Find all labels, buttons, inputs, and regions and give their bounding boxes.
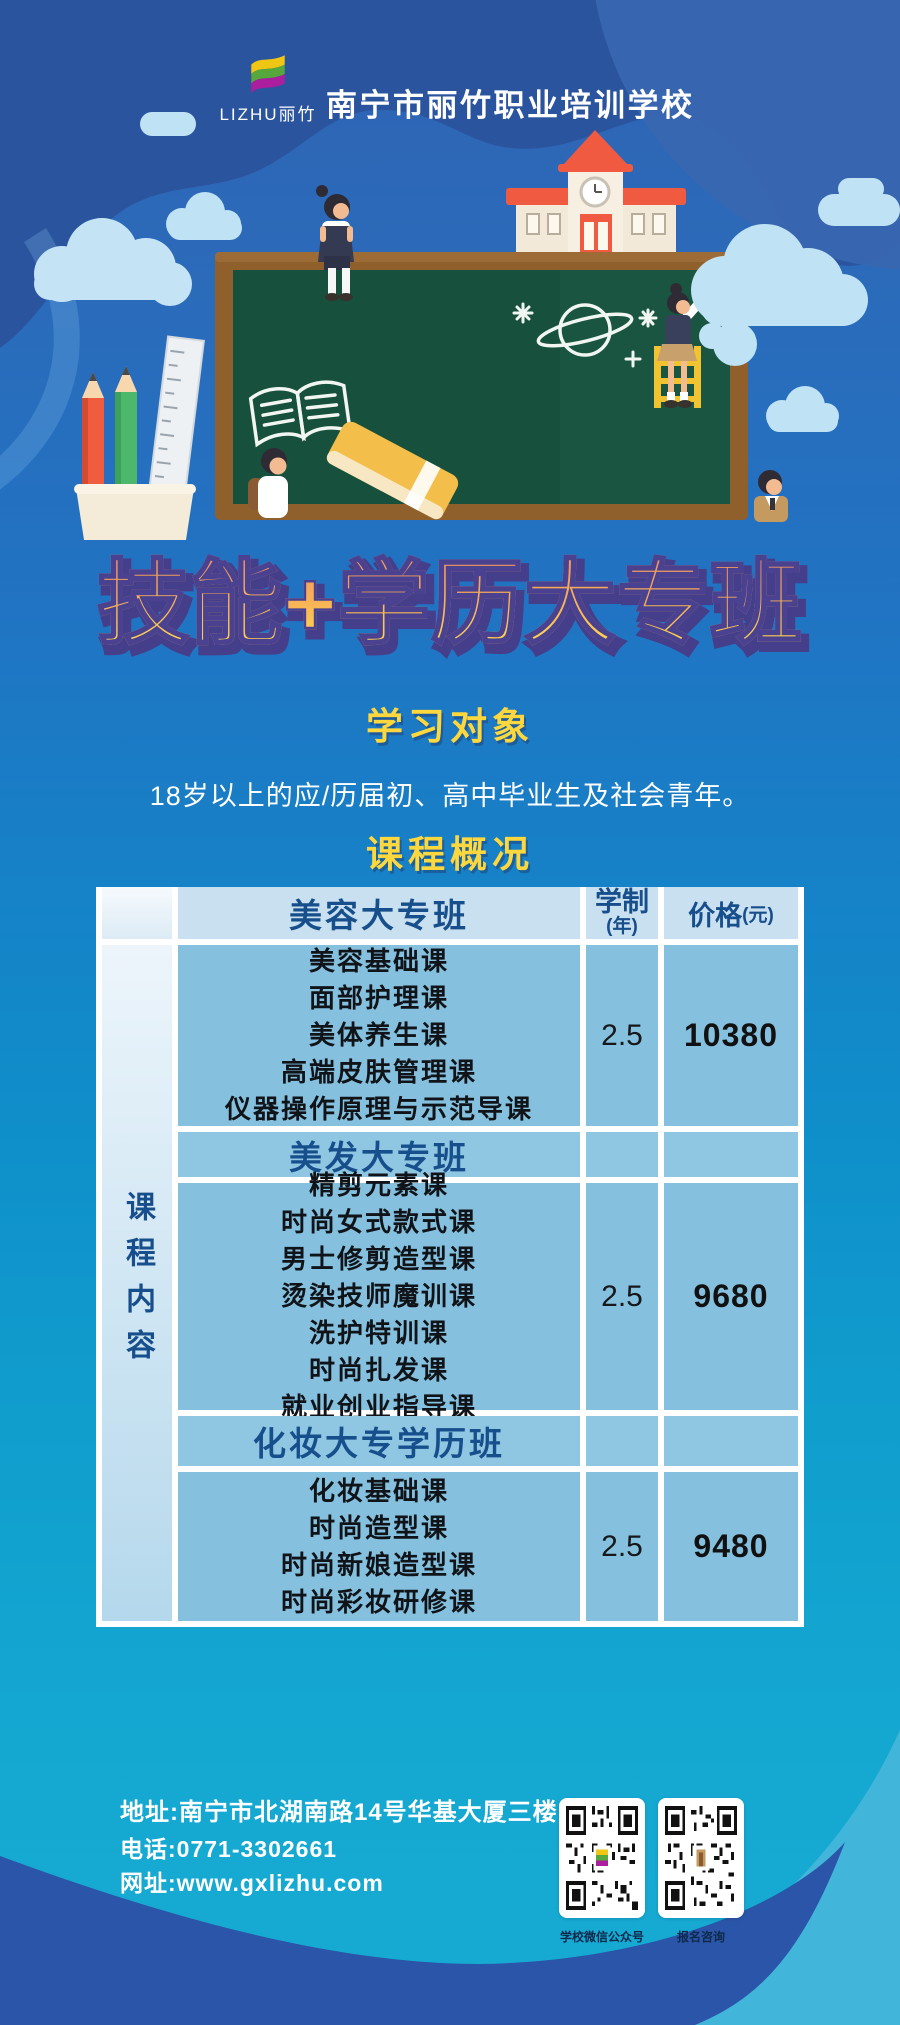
beauty-course-list: 美容基础课面部护理课美体养生课高端皮肤管理课仪器操作原理与示范导课 — [178, 945, 580, 1126]
course-line: 男士修剪造型课 — [280, 1244, 477, 1274]
empty-cell — [586, 1416, 658, 1466]
program-header-makeup: 化妆大专学历班 — [178, 1416, 580, 1466]
cloud-left-small-rect — [140, 112, 196, 136]
lizhu-flag-icon — [251, 55, 285, 93]
course-table: 美容大专班 学制 (年) 价格 (元) 课程内容 美容基础课面部护理课美体养生课… — [96, 887, 804, 1627]
student-ladder-girl — [654, 283, 708, 408]
main-title-shadow: 技能+学历大专班 — [5, 555, 900, 667]
clock-hands — [594, 184, 602, 193]
chalk-eraser — [326, 421, 459, 520]
main-title-text: 技能+学历大专班 — [0, 548, 900, 660]
course-line: 洗护特训课 — [308, 1318, 449, 1348]
qr-code-wechat — [559, 1798, 645, 1918]
empty-cell — [664, 1416, 798, 1466]
red-pencil — [82, 372, 104, 502]
course-line: 时尚新娘造型课 — [280, 1549, 477, 1580]
tower-roof — [562, 130, 629, 166]
cloud-right-big — [691, 224, 868, 366]
empty-cell — [586, 1132, 658, 1177]
qr-pattern-signup-icon — [665, 1806, 737, 1910]
chalk-open-book — [248, 380, 353, 448]
school-name: 南宁市丽竹职业培训学校 — [326, 88, 695, 123]
yellow-ladder — [654, 346, 701, 408]
program-header-hair: 美发大专班 — [178, 1132, 580, 1177]
cloud-left-big — [34, 218, 192, 306]
student-small-boy — [754, 470, 788, 522]
qr-pattern-wechat-icon — [566, 1806, 638, 1910]
cloud-left-puffy-small — [166, 192, 242, 240]
audience-text: 18岁以上的应/历届初、高中毕业生及社会青年。 — [149, 781, 751, 811]
course-line: 时尚女式款式课 — [280, 1207, 477, 1237]
bottom-light-cyan-wedge — [560, 1730, 900, 2025]
course-line: 时尚扎发课 — [308, 1355, 449, 1385]
table-corner-cell — [102, 887, 172, 939]
makeup-price: 9480 — [664, 1472, 798, 1621]
duration-column-header: 学制 (年) — [586, 887, 658, 939]
student-backpack-kid — [248, 448, 288, 518]
course-line: 烫染技师魔训课 — [280, 1281, 477, 1311]
school-building — [506, 130, 686, 254]
course-line: 化妆基础课 — [308, 1475, 449, 1506]
course-line: 精剪元素课 — [308, 1170, 449, 1200]
makeup-course-list: 化妆基础课时尚造型课时尚新娘造型课 时尚彩妆研修课 — [178, 1472, 580, 1621]
footer-address: 地址:南宁市北湖南路14号华基大厦三楼 — [120, 1799, 558, 1826]
hair-price: 9680 — [664, 1183, 798, 1410]
hair-duration: 2.5 — [586, 1183, 658, 1410]
pencil-cup — [76, 488, 194, 540]
board-frame-top-light — [215, 252, 748, 262]
building-windows — [526, 213, 666, 235]
qr-label-wechat: 学校微信公众号 — [559, 1930, 644, 1944]
cloud-right-small — [766, 386, 839, 432]
audience-heading: 学习对象 — [366, 706, 534, 747]
course-line: 高端皮肤管理课 — [280, 1057, 477, 1087]
student-sitting-girl — [316, 185, 354, 301]
side-label-course-content: 课程内容 — [102, 945, 172, 1621]
empty-cell — [664, 1132, 798, 1177]
footer-website: 网址:www.gxlizhu.com — [120, 1870, 384, 1896]
cloud-right-rect — [818, 178, 900, 226]
beauty-price: 10380 — [664, 945, 798, 1126]
qr-label-signup: 报名咨询 — [676, 1930, 725, 1944]
course-line: 仪器操作原理与示范导课 — [224, 1094, 533, 1124]
chalk-sparkles — [512, 302, 658, 368]
overview-heading: 课程概况 — [366, 834, 534, 875]
green-pencil — [115, 366, 137, 504]
makeup-duration: 2.5 — [586, 1472, 658, 1621]
qr-code-signup — [658, 1798, 744, 1918]
classroom-illustration — [34, 112, 900, 540]
beauty-duration: 2.5 — [586, 945, 658, 1126]
footer-phone: 电话:0771-3302661 — [120, 1836, 338, 1862]
course-line: 美容基础课 — [308, 946, 449, 976]
main-title: 技能+学历大专班 技能+学历大专班 — [0, 548, 900, 672]
course-line: 时尚彩妆研修课 — [280, 1586, 477, 1617]
chalk-planet — [536, 303, 634, 357]
course-line: 面部护理课 — [308, 983, 449, 1013]
logo-text: LIZHU丽竹 — [219, 105, 317, 124]
logo-block: LIZHU丽竹 — [188, 50, 348, 125]
bottom-dark-wave — [0, 1842, 845, 2025]
program-header-beauty: 美容大专班 — [178, 887, 580, 939]
pencil-cup-group — [74, 335, 205, 540]
course-line: 时尚造型课 — [308, 1512, 449, 1543]
price-column-header: 价格 (元) — [664, 887, 798, 939]
ruler — [146, 335, 205, 509]
hair-course-list: 精剪元素课 时尚女式款式课 男士修剪造型课 烫染技师魔训课 洗护特训课 时尚扎发课 就业创业… — [178, 1170, 580, 1422]
course-line: 美体养生课 — [308, 1020, 449, 1050]
